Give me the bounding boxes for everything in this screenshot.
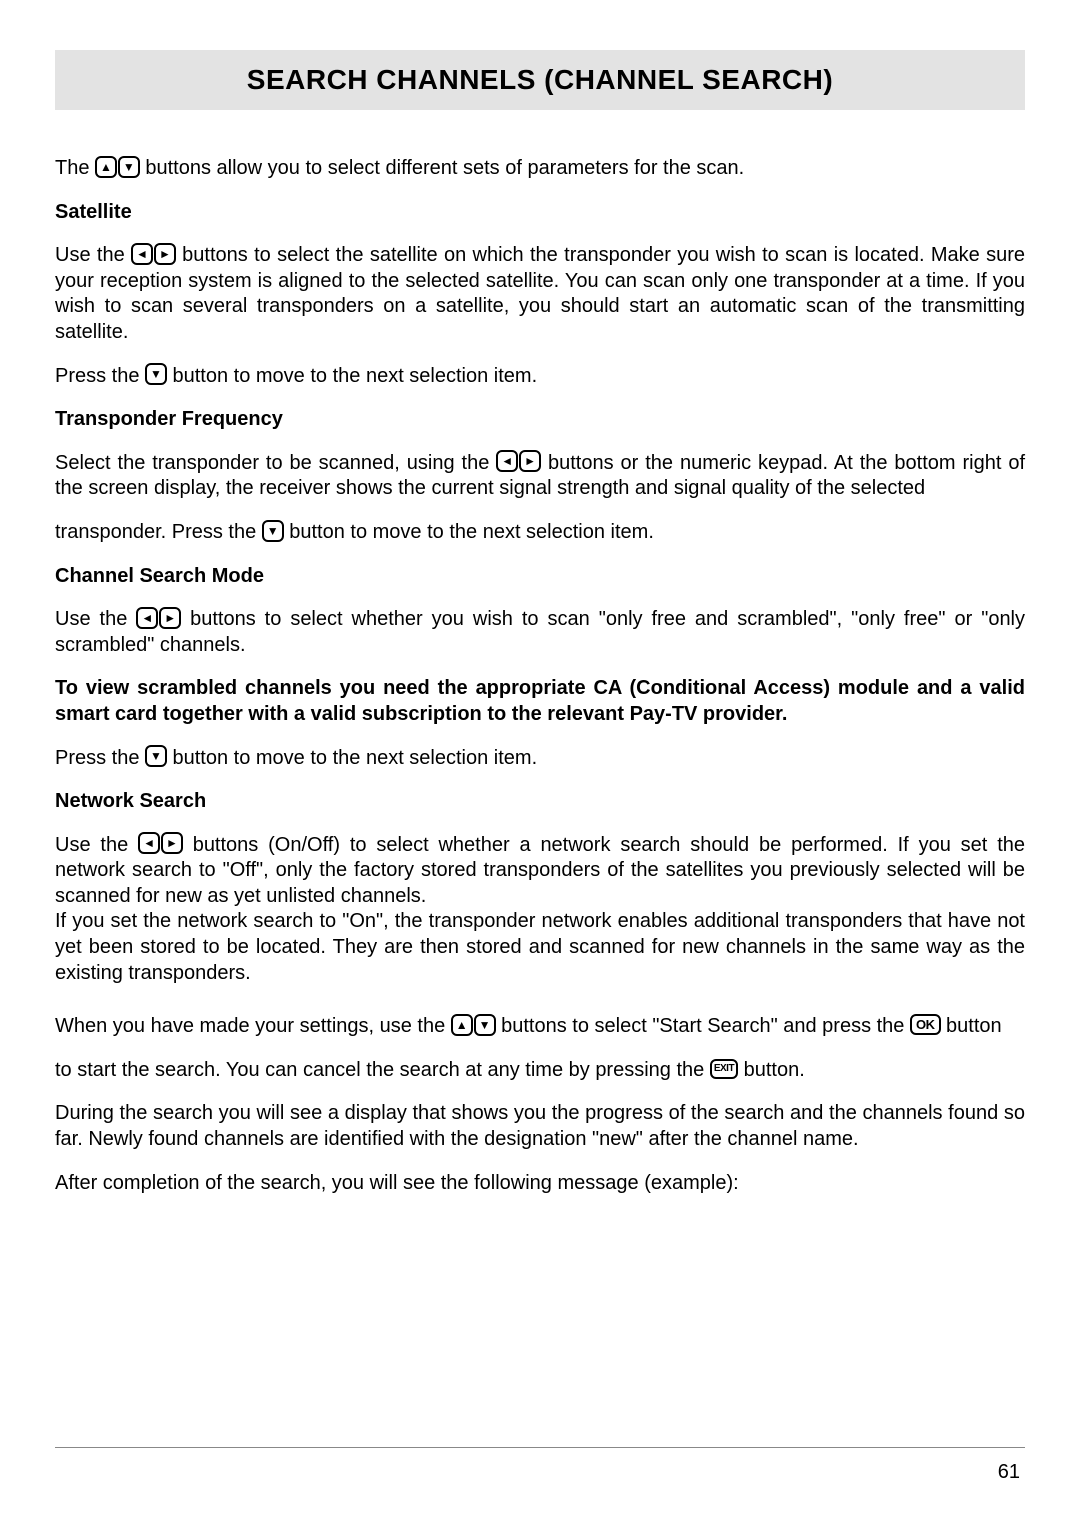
right-arrow-icon: ► xyxy=(159,607,181,629)
footer-divider xyxy=(55,1447,1025,1448)
after-p1: During the search you will see a display… xyxy=(55,1101,1025,1152)
left-arrow-icon: ◄ xyxy=(136,607,158,629)
left-right-buttons: ◄► xyxy=(131,244,176,266)
page-number: 61 xyxy=(998,1461,1020,1484)
network-p1: Use the ◄► buttons (On/Off) to select wh… xyxy=(55,833,1025,910)
page-container: SEARCH CHANNELS (CHANNEL SEARCH) The ▲▼ … xyxy=(0,0,1080,1524)
start-p1: When you have made your settings, use th… xyxy=(55,1014,1025,1040)
down-arrow-icon: ▼ xyxy=(145,363,167,385)
satellite-p1: Use the ◄► buttons to select the satelli… xyxy=(55,243,1025,345)
network-heading: Network Search xyxy=(55,789,1025,815)
down-arrow-icon: ▼ xyxy=(118,156,140,178)
network-p2: If you set the network search to "On", t… xyxy=(55,909,1025,986)
left-arrow-icon: ◄ xyxy=(131,243,153,265)
left-right-buttons: ◄► xyxy=(138,834,183,856)
up-arrow-icon: ▲ xyxy=(451,1014,473,1036)
start-p2: to start the search. You can cancel the … xyxy=(55,1058,1025,1084)
right-arrow-icon: ► xyxy=(519,450,541,472)
mode-p2: Press the ▼ button to move to the next s… xyxy=(55,746,1025,772)
mode-note: To view scrambled channels you need the … xyxy=(55,676,1025,727)
exit-button-icon: EXIT xyxy=(710,1059,738,1079)
up-down-buttons: ▲▼ xyxy=(95,157,140,179)
right-arrow-icon: ► xyxy=(154,243,176,265)
left-arrow-icon: ◄ xyxy=(138,832,160,854)
mode-heading: Channel Search Mode xyxy=(55,564,1025,590)
ok-button-icon: OK xyxy=(910,1014,941,1035)
left-right-buttons: ◄► xyxy=(136,608,181,630)
frequency-p2: transponder. Press the ▼ button to move … xyxy=(55,520,1025,546)
up-down-buttons: ▲▼ xyxy=(451,1015,496,1037)
satellite-heading: Satellite xyxy=(55,200,1025,226)
mode-p1: Use the ◄► buttons to select whether you… xyxy=(55,607,1025,658)
intro-paragraph: The ▲▼ buttons allow you to select diffe… xyxy=(55,156,1025,182)
down-arrow-icon: ▼ xyxy=(474,1014,496,1036)
down-arrow-icon: ▼ xyxy=(145,745,167,767)
page-title: SEARCH CHANNELS (CHANNEL SEARCH) xyxy=(247,64,833,95)
right-arrow-icon: ► xyxy=(161,832,183,854)
frequency-heading: Transponder Frequency xyxy=(55,407,1025,433)
after-p2: After completion of the search, you will… xyxy=(55,1171,1025,1197)
page-title-bar: SEARCH CHANNELS (CHANNEL SEARCH) xyxy=(55,50,1025,110)
up-arrow-icon: ▲ xyxy=(95,156,117,178)
left-right-buttons: ◄► xyxy=(496,452,541,474)
body-content: The ▲▼ buttons allow you to select diffe… xyxy=(55,156,1025,1196)
left-arrow-icon: ◄ xyxy=(496,450,518,472)
satellite-p2: Press the ▼ button to move to the next s… xyxy=(55,364,1025,390)
down-arrow-icon: ▼ xyxy=(262,520,284,542)
frequency-p1: Select the transponder to be scanned, us… xyxy=(55,451,1025,502)
